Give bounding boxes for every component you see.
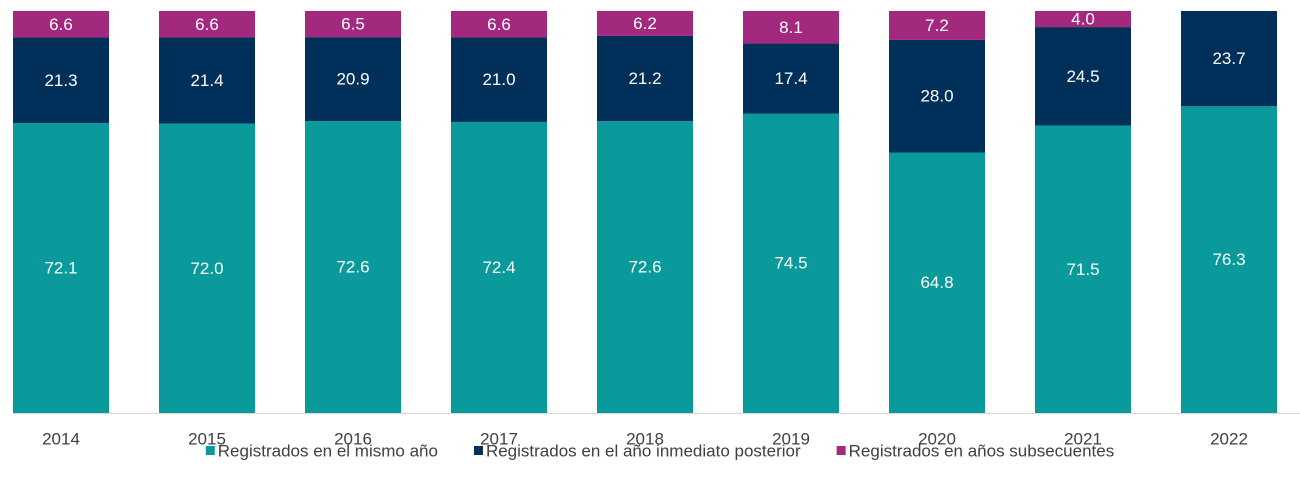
data-label: 21.0: [482, 70, 515, 89]
bar-segment: [451, 11, 547, 38]
bar-segment: [13, 11, 109, 38]
bar-segment: [305, 121, 401, 413]
bar-segment: [743, 11, 839, 44]
x-tick-label: 2020: [918, 429, 956, 448]
data-label: 24.5: [1066, 67, 1099, 86]
data-label: 72.6: [628, 258, 661, 277]
data-label: 4.0: [1071, 10, 1095, 29]
data-label: 72.0: [190, 259, 223, 278]
bar-segment: [13, 37, 109, 124]
bar-segment: [13, 123, 109, 414]
data-label: 21.4: [190, 71, 223, 90]
data-label: 6.6: [49, 15, 73, 34]
data-label: 6.6: [195, 15, 219, 34]
bar-segment: [889, 152, 985, 413]
data-label: 74.5: [774, 254, 807, 273]
x-tick-label: 2016: [334, 429, 372, 448]
data-label: 64.8: [920, 273, 953, 292]
x-tick-label: 2018: [626, 429, 664, 448]
bar-segment: [1035, 11, 1131, 28]
data-label: 21.3: [44, 71, 77, 90]
data-label: 72.4: [482, 258, 515, 277]
data-label: 7.2: [925, 16, 949, 35]
data-label: 72.1: [44, 259, 77, 278]
bar-segment: [159, 11, 255, 38]
legend-label: Registrados en el mismo año: [218, 441, 438, 460]
x-tick-label: 2022: [1210, 429, 1248, 448]
bar-segment: [743, 113, 839, 413]
bar-segment: [305, 37, 401, 122]
bar-segment: [889, 39, 985, 153]
data-label: 72.6: [336, 258, 369, 277]
bar-segment: [305, 11, 401, 38]
bar-segment: [1181, 106, 1277, 414]
data-label: 71.5: [1066, 260, 1099, 279]
data-label: 20.9: [336, 70, 369, 89]
bar-segment: [451, 37, 547, 122]
x-tick-label: 2019: [772, 429, 810, 448]
data-label: 6.2: [633, 14, 657, 33]
bar-segment: [451, 121, 547, 414]
data-label: 8.1: [779, 18, 803, 37]
bar-segment: [889, 11, 985, 40]
data-label: 6.5: [341, 15, 365, 34]
bar-segment: [159, 37, 255, 124]
legend-swatch: [836, 446, 846, 455]
data-label: 17.4: [774, 69, 807, 88]
data-label: 76.3: [1212, 250, 1245, 269]
x-tick-label: 2014: [42, 429, 80, 448]
x-tick-label: 2015: [188, 429, 226, 448]
legend-label: Registrados en el año inmediato posterio…: [486, 441, 801, 460]
bar-segment: [159, 123, 255, 413]
x-tick-label: 2021: [1064, 429, 1102, 448]
bar-segment: [597, 35, 693, 122]
bar-segment: [1181, 11, 1277, 107]
data-label: 21.2: [628, 69, 661, 88]
x-tick-label: 2017: [480, 429, 518, 448]
legend-label: Registrados en años subsecuentes: [849, 441, 1115, 460]
data-label: 6.6: [487, 15, 511, 34]
data-label: 23.7: [1212, 49, 1245, 68]
bar-segment: [1035, 125, 1131, 413]
bar-segment: [1035, 27, 1131, 126]
bar-segment: [597, 121, 693, 413]
data-label: 28.0: [920, 87, 953, 106]
bar-segment: [743, 43, 839, 114]
legend-swatch: [473, 446, 483, 455]
legend-swatch: [205, 446, 215, 455]
bar-segment: [597, 11, 693, 36]
